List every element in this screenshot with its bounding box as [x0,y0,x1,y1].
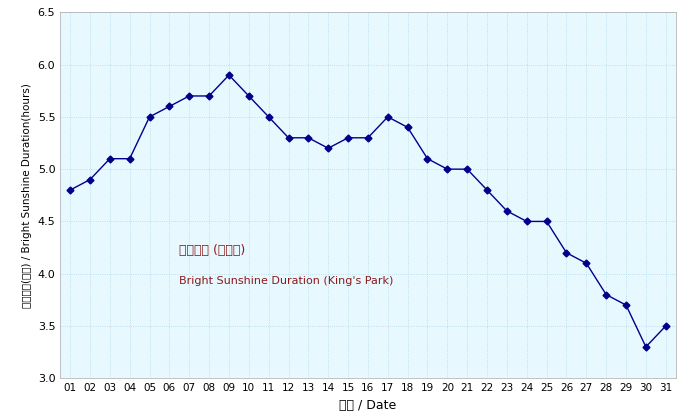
Text: 平均日照 (京士柏): 平均日照 (京士柏) [179,244,246,257]
Text: Bright Sunshine Duration (King's Park): Bright Sunshine Duration (King's Park) [179,276,394,286]
X-axis label: 日期 / Date: 日期 / Date [339,399,397,412]
Y-axis label: 平均日照(小時) / Bright Sunshine Duration(hours): 平均日照(小時) / Bright Sunshine Duration(hour… [22,83,32,308]
